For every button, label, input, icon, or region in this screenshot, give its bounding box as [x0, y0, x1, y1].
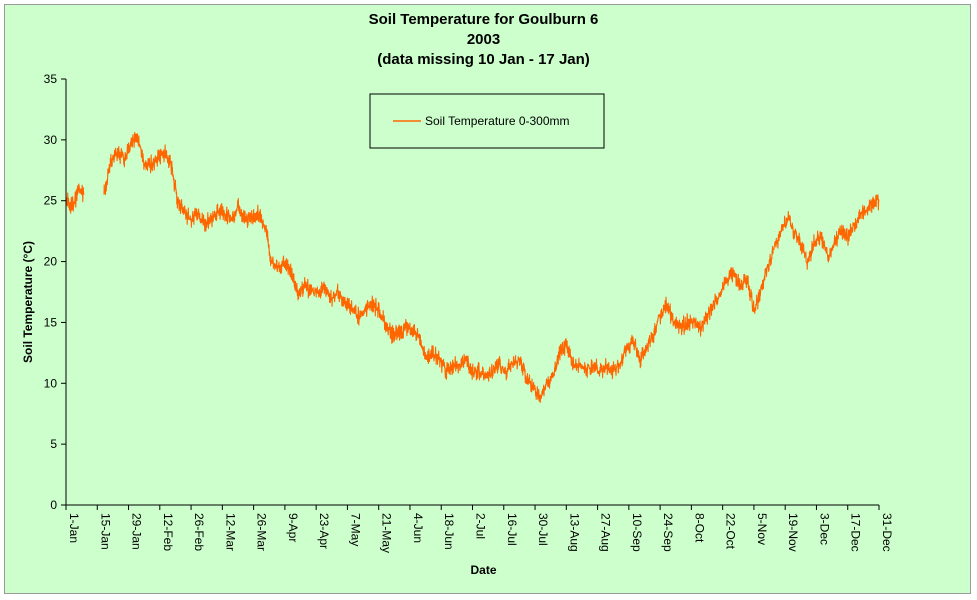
x-tick-label: 24-Sep — [661, 513, 675, 552]
x-tick-label: 31-Dec — [880, 513, 894, 552]
chart-note: (data missing 10 Jan - 17 Jan) — [377, 51, 590, 68]
x-tick-label: 16-Jul — [505, 513, 519, 546]
x-tick-label: 17-Dec — [849, 513, 863, 552]
x-tick-label: 10-Sep — [630, 513, 644, 552]
y-tick-label: 5 — [50, 437, 57, 451]
x-tick-label: 29-Jan — [130, 513, 144, 550]
x-tick-label: 26-Feb — [192, 513, 206, 551]
x-tick-label: 8-Oct — [692, 513, 706, 543]
x-tick-label: 19-Nov — [786, 513, 800, 552]
legend-label: Soil Temperature 0-300mm — [425, 114, 570, 128]
y-tick-label: 0 — [50, 498, 57, 512]
axes-layer: 0 5 10 15 20 25 30 35 1-Jan 15-Jan 29-Jan 12-Feb 26-… — [44, 72, 894, 553]
x-tick-label: 1-Jan — [67, 513, 81, 543]
plot-area — [66, 79, 879, 505]
legend: Soil Temperature 0-300mm — [369, 93, 605, 149]
x-tick-label: 5-Nov — [755, 513, 769, 545]
x-tick-label: 30-Jul — [536, 513, 550, 546]
x-tick-label: 23-Apr — [317, 513, 331, 549]
y-tick-label: 30 — [44, 133, 58, 147]
x-tick-label: 22-Oct — [724, 513, 738, 550]
y-tick-label: 10 — [44, 376, 58, 390]
x-tick-label: 9-Apr — [286, 513, 300, 542]
series-line — [103, 131, 880, 403]
x-axis-label: Date — [470, 563, 497, 577]
y-tick-label: 35 — [44, 72, 58, 86]
x-tick-label: 15-Jan — [98, 513, 112, 550]
y-tick-label: 25 — [44, 194, 58, 208]
x-tick-label: 21-May — [380, 513, 394, 553]
x-tick-label: 2-Jul — [474, 513, 488, 539]
x-tick-label: 27-Aug — [599, 513, 613, 552]
x-tick-label: 12-Mar — [223, 513, 237, 551]
x-tick-label: 12-Feb — [161, 513, 175, 551]
y-tick-label: 15 — [44, 315, 58, 329]
x-tick-label: 18-Jun — [442, 513, 456, 550]
x-tick-label: 26-Mar — [255, 513, 269, 551]
y-tick-label: 20 — [44, 255, 58, 269]
x-tick-label: 4-Jun — [411, 513, 425, 543]
chart-title-block: Soil Temperature for Goulburn 6 2003 (da… — [0, 10, 967, 70]
series-line — [65, 183, 85, 214]
x-tick-label: 13-Aug — [567, 513, 581, 552]
chart-subtitle: 2003 — [466, 31, 501, 48]
x-tick-label: 7-May — [348, 513, 362, 546]
x-tick-label: 3-Dec — [817, 513, 831, 545]
series-layer — [65, 131, 880, 403]
chart-title: Soil Temperature for Goulburn 6 — [368, 11, 599, 28]
